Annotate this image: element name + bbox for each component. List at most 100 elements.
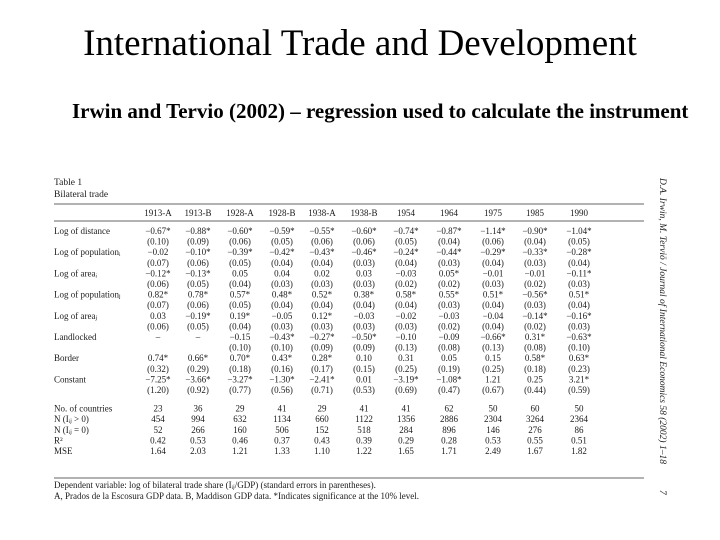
std-error-cell: (0.13) bbox=[395, 343, 417, 353]
coefficient-cell: 0.57* bbox=[230, 290, 251, 300]
std-error-cell: (0.59) bbox=[568, 385, 590, 395]
std-error-cell: (0.19) bbox=[438, 364, 460, 374]
stat-cell: 1122 bbox=[355, 414, 373, 424]
coefficient-cell: −0.63* bbox=[566, 332, 592, 342]
std-error-cell: (0.04) bbox=[568, 300, 590, 310]
row-label: Log of distance bbox=[54, 226, 110, 236]
std-error-cell: (0.04) bbox=[482, 300, 504, 310]
std-error-cell: (0.25) bbox=[395, 364, 417, 374]
std-error-cell: (0.10) bbox=[271, 343, 293, 353]
std-error-cell: (0.04) bbox=[482, 321, 504, 331]
coefficient-cell: 0.05 bbox=[232, 268, 248, 278]
coefficient-cell: −0.50* bbox=[351, 332, 377, 342]
stat-label: MSE bbox=[54, 446, 73, 456]
std-error-cell: (0.08) bbox=[438, 343, 460, 353]
std-error-cell: (0.10) bbox=[229, 343, 251, 353]
stat-cell: 29 bbox=[236, 404, 246, 414]
coefficient-cell: −1.14* bbox=[480, 226, 506, 236]
stat-cell: 1.21 bbox=[232, 446, 248, 456]
std-error-cell: (0.92) bbox=[187, 385, 209, 395]
std-error-cell: (0.03) bbox=[271, 279, 293, 289]
stat-cell: 86 bbox=[575, 425, 585, 435]
coefficient-cell: 0.03 bbox=[356, 268, 372, 278]
stat-cell: 1356 bbox=[397, 414, 416, 424]
std-error-cell: (0.03) bbox=[395, 321, 417, 331]
std-error-cell: (0.03) bbox=[311, 321, 333, 331]
coefficient-cell: −0.01 bbox=[525, 268, 546, 278]
std-error-cell: (0.04) bbox=[395, 258, 417, 268]
stat-cell: 2364 bbox=[570, 414, 589, 424]
coefficient-cell: 0.02 bbox=[314, 268, 330, 278]
stat-cell: 284 bbox=[399, 425, 413, 435]
std-error-cell: (0.10) bbox=[147, 237, 169, 247]
std-error-cell: (0.04) bbox=[271, 258, 293, 268]
stat-cell: 160 bbox=[233, 425, 247, 435]
coefficient-cell: −3.66* bbox=[185, 374, 211, 384]
std-error-cell: (0.05) bbox=[187, 279, 209, 289]
coefficient-cell: 1.21 bbox=[485, 374, 501, 384]
coefficient-cell: −0.29* bbox=[480, 247, 506, 257]
coefficient-cell: 0.74* bbox=[148, 353, 169, 363]
stat-cell: 1.33 bbox=[274, 446, 290, 456]
std-error-cell: (0.03) bbox=[353, 279, 375, 289]
coefficient-cell: −2.41* bbox=[309, 374, 335, 384]
std-error-cell: (0.77) bbox=[229, 385, 251, 395]
stat-cell: 1.64 bbox=[150, 446, 166, 456]
coefficient-cell: 0.04 bbox=[274, 268, 290, 278]
std-error-cell: (0.04) bbox=[438, 237, 460, 247]
std-error-cell: (0.02) bbox=[524, 279, 546, 289]
stat-cell: 1.65 bbox=[398, 446, 414, 456]
coefficient-cell: 0.48* bbox=[272, 290, 293, 300]
coefficient-cell: 0.01 bbox=[356, 374, 372, 384]
coefficient-cell: −0.44* bbox=[436, 247, 462, 257]
std-error-cell: (0.04) bbox=[353, 300, 375, 310]
coefficient-cell: −1.04* bbox=[566, 226, 592, 236]
std-error-cell: (1.20) bbox=[147, 385, 169, 395]
coefficient-cell: −0.60* bbox=[351, 226, 377, 236]
stat-cell: 1.82 bbox=[571, 446, 587, 456]
stat-cell: 23 bbox=[154, 404, 164, 414]
std-error-cell: (0.18) bbox=[524, 364, 546, 374]
std-error-cell: (0.05) bbox=[271, 237, 293, 247]
std-error-cell: (0.13) bbox=[482, 343, 504, 353]
stat-cell: 41 bbox=[278, 404, 287, 414]
std-error-cell: (0.06) bbox=[147, 279, 169, 289]
stat-cell: 36 bbox=[194, 404, 204, 414]
stat-cell: 266 bbox=[191, 425, 205, 435]
row-label: Log of populationⱼ bbox=[54, 290, 121, 300]
stat-cell: 2886 bbox=[440, 414, 459, 424]
coefficient-cell: 0.03 bbox=[150, 311, 166, 321]
std-error-cell: (0.06) bbox=[229, 237, 251, 247]
coefficient-cell: 0.28* bbox=[312, 353, 333, 363]
row-label: Log of areaⱼ bbox=[54, 311, 97, 321]
coefficient-cell: 0.31 bbox=[398, 353, 414, 363]
coefficient-cell: −0.09 bbox=[439, 332, 460, 342]
journal-side-text: D.A. Irwin, M. Terviö / Journal of Inter… bbox=[657, 177, 668, 464]
coefficient-cell: −0.13* bbox=[185, 268, 211, 278]
std-error-cell: (0.02) bbox=[395, 279, 417, 289]
coefficient-cell: 0.51* bbox=[483, 290, 504, 300]
std-error-cell: (0.71) bbox=[311, 385, 333, 395]
std-error-cell: (0.29) bbox=[187, 364, 209, 374]
std-error-cell: (0.32) bbox=[147, 364, 169, 374]
std-error-cell: (0.04) bbox=[524, 237, 546, 247]
stat-cell: 2.03 bbox=[190, 446, 206, 456]
stat-cell: 0.37 bbox=[274, 435, 290, 445]
coefficient-cell: −0.60* bbox=[227, 226, 253, 236]
std-error-cell: (0.07) bbox=[147, 258, 169, 268]
std-error-cell: (0.04) bbox=[229, 321, 251, 331]
stat-cell: 518 bbox=[357, 425, 371, 435]
table-note-2: A, Prados de la Escosura GDP data. B, Ma… bbox=[54, 491, 419, 501]
std-error-cell: (0.02) bbox=[438, 321, 460, 331]
coefficient-cell: 0.82* bbox=[148, 290, 169, 300]
std-error-cell: (0.56) bbox=[271, 385, 293, 395]
stat-cell: 41 bbox=[402, 404, 411, 414]
std-error-cell: (0.03) bbox=[438, 258, 460, 268]
std-error-cell: (0.05) bbox=[187, 321, 209, 331]
std-error-cell: (0.47) bbox=[438, 385, 460, 395]
stat-cell: 0.51 bbox=[571, 435, 587, 445]
stat-cell: 0.55 bbox=[527, 435, 543, 445]
stat-cell: 454 bbox=[151, 414, 165, 424]
coefficient-cell: 0.15 bbox=[485, 353, 501, 363]
coefficient-cell: −0.01 bbox=[483, 268, 504, 278]
